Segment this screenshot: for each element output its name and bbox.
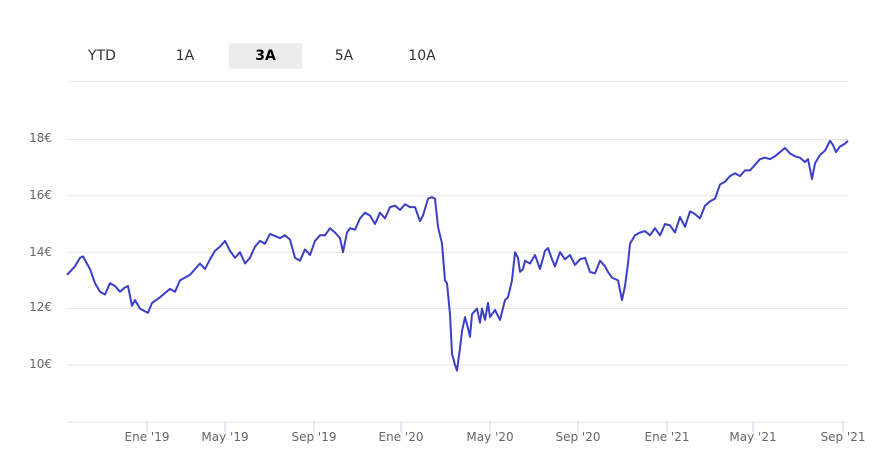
x-tick-label: May '20 bbox=[466, 430, 514, 444]
x-tick-label: Ene '21 bbox=[644, 430, 690, 444]
x-axis-ticks bbox=[146, 422, 844, 432]
tab-ytd[interactable]: YTD bbox=[88, 48, 116, 64]
x-tick-label: May '19 bbox=[201, 430, 249, 444]
tab-1a[interactable]: 1A bbox=[175, 48, 195, 64]
x-tick-label: Sep '21 bbox=[820, 430, 866, 444]
y-tick-label: 14€ bbox=[29, 245, 52, 259]
tab-10a[interactable]: 10A bbox=[408, 48, 436, 64]
tabs-divider bbox=[67, 81, 848, 82]
y-tick-label: 16€ bbox=[29, 188, 52, 202]
y-tick-label: 12€ bbox=[29, 300, 52, 314]
x-tick-label: May '21 bbox=[729, 430, 777, 444]
x-tick-label: Ene '20 bbox=[378, 430, 424, 444]
tab-3a[interactable]: 3A bbox=[229, 43, 302, 69]
x-tick-label: Ene '19 bbox=[124, 430, 170, 444]
y-tick-label: 10€ bbox=[29, 357, 52, 371]
x-tick-label: Sep '20 bbox=[555, 430, 601, 444]
x-tick-label: Sep '19 bbox=[291, 430, 337, 444]
range-selector: YTD 1A 3A 5A 10A bbox=[67, 43, 848, 69]
tab-5a[interactable]: 5A bbox=[334, 48, 354, 64]
y-tick-label: 18€ bbox=[29, 131, 52, 145]
price-line[interactable] bbox=[66, 139, 849, 372]
gridlines bbox=[67, 138, 848, 366]
